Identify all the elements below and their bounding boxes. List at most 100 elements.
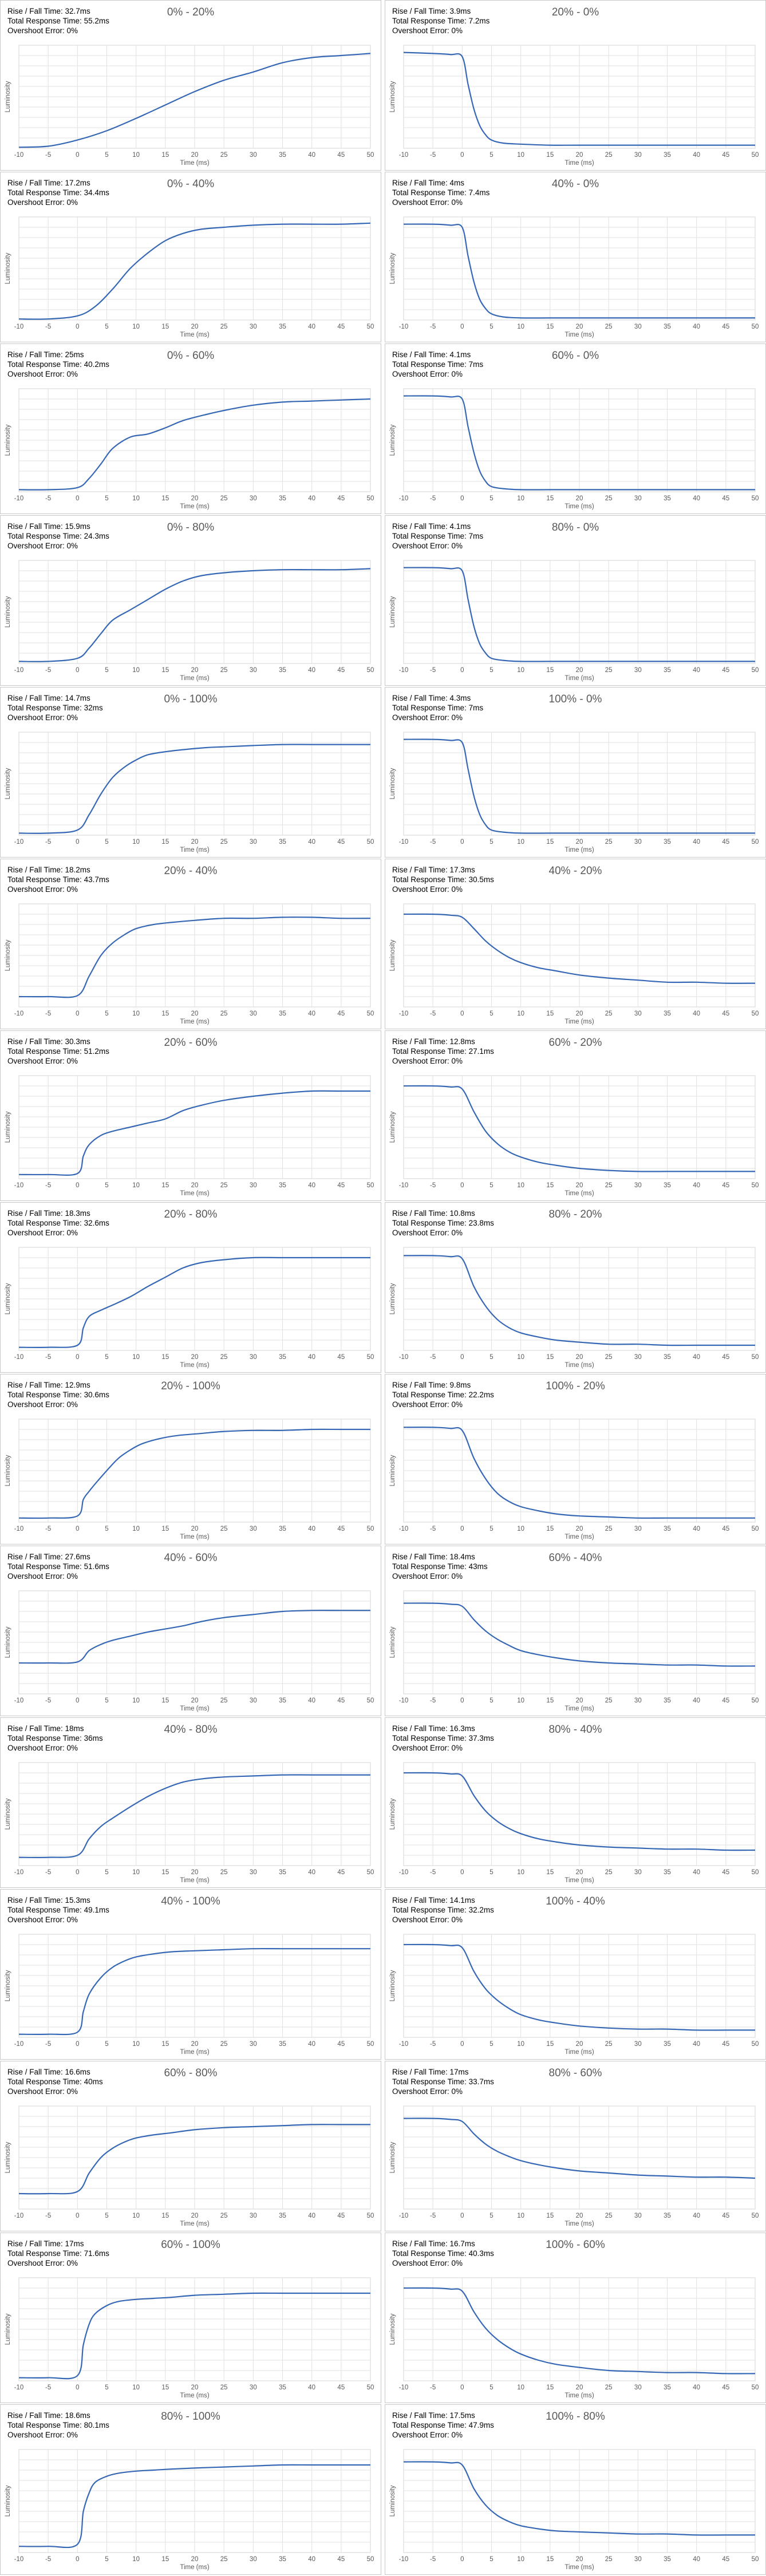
- x-axis-label: Time (ms): [180, 1190, 209, 1197]
- luminosity-line: [18, 2464, 370, 2549]
- x-tick-label: 25: [220, 495, 228, 502]
- overshoot-error-text: Overshoot Error: 0%: [392, 1915, 463, 1924]
- response-stats: Rise / Fall Time: 27.6ms Total Response T…: [7, 1552, 109, 1581]
- overshoot-error-text: Overshoot Error: 0%: [392, 2259, 463, 2267]
- x-tick-label: -10: [14, 152, 24, 159]
- y-axis-label: Luminosity: [5, 81, 11, 112]
- chart-title: 60% - 40%: [548, 1552, 602, 1564]
- response-stats: Rise / Fall Time: 16.3ms Total Response T…: [392, 1724, 494, 1753]
- x-tick-label: 5: [489, 839, 493, 846]
- x-tick-label: 0: [76, 2041, 79, 2048]
- x-axis-label: Time (ms): [180, 331, 209, 338]
- overshoot-error-text: Overshoot Error: 0%: [7, 542, 78, 550]
- plot-area: [403, 2449, 756, 2553]
- x-tick-label: 20: [576, 2384, 583, 2391]
- x-tick-label: 0: [76, 2212, 79, 2219]
- gridlines: [403, 1247, 756, 1351]
- x-tick-label: -10: [14, 1182, 24, 1189]
- x-tick-label: 15: [161, 2556, 169, 2563]
- chart-title: 60% - 80%: [164, 2067, 218, 2079]
- total-response-time-text: Total Response Time: 47.9ms: [392, 2421, 494, 2429]
- x-tick-label: -5: [45, 1869, 51, 1876]
- x-tick-label: 10: [517, 2556, 524, 2563]
- x-tick-label: 30: [634, 495, 642, 502]
- x-tick-label: 50: [752, 1010, 759, 1017]
- overshoot-error-text: Overshoot Error: 0%: [392, 1228, 463, 1237]
- x-tick-label: 45: [337, 1869, 345, 1876]
- chart-title: 100% - 20%: [546, 1380, 605, 1392]
- x-tick-label: -10: [14, 2384, 24, 2391]
- plot-area: [403, 560, 756, 664]
- x-tick-label: 25: [605, 1354, 613, 1361]
- chart-panel: 0% - 100% Rise / Fall Time: 14.7ms Total R…: [0, 687, 381, 858]
- x-tick-label: 40: [693, 2212, 700, 2219]
- x-tick-label: 25: [220, 1354, 228, 1361]
- x-tick-label: 5: [105, 2212, 108, 2219]
- luminosity-line: [18, 1428, 370, 1519]
- x-tick-label: 20: [191, 1869, 199, 1876]
- plot-area: [18, 388, 371, 492]
- x-tick-label: 15: [546, 667, 554, 674]
- x-tick-label: -5: [45, 667, 51, 674]
- line-chart: -10 -5 0 5 10 15 20 25 30 35 40 45 50 Time (ms) Lumino…: [5, 2105, 374, 2227]
- chart-panel: 80% - 100% Rise / Fall Time: 18.6ms Total …: [0, 2404, 381, 2575]
- y-axis-label: Luminosity: [389, 1626, 396, 1658]
- overshoot-error-text: Overshoot Error: 0%: [7, 2259, 78, 2267]
- x-tick-label: -5: [45, 2556, 51, 2563]
- x-tick-label: 25: [605, 2384, 613, 2391]
- x-tick-label: 40: [308, 152, 315, 159]
- x-tick-label: 45: [722, 667, 729, 674]
- x-tick-label: 50: [752, 1697, 759, 1704]
- y-axis-label: Luminosity: [5, 1798, 11, 1830]
- x-tick-label: 30: [250, 1354, 257, 1361]
- chart-panel: 20% - 80% Rise / Fall Time: 18.3ms Total R…: [0, 1202, 381, 1373]
- gridlines: [403, 1762, 756, 1866]
- x-tick-label: 45: [722, 839, 729, 846]
- x-tick-label: 30: [250, 667, 257, 674]
- x-tick-label: 25: [220, 152, 228, 159]
- x-tick-label: -10: [399, 839, 409, 846]
- plot-area: [403, 216, 756, 321]
- chart-panel: 80% - 60% Rise / Fall Time: 17ms Total Res…: [385, 2061, 766, 2231]
- x-tick-label: 40: [693, 1010, 700, 1017]
- plot-area: [18, 903, 371, 1008]
- x-tick-label: 35: [664, 1182, 671, 1189]
- x-axis-label: Time (ms): [564, 1362, 594, 1369]
- chart-title: 40% - 60%: [164, 1552, 218, 1564]
- x-tick-label: 45: [722, 2041, 729, 2048]
- gridlines: [18, 1590, 371, 1694]
- x-tick-label: 20: [191, 2212, 199, 2219]
- response-stats: Rise / Fall Time: 14.7ms Total Response T…: [7, 693, 103, 722]
- x-tick-label: 25: [605, 1182, 613, 1189]
- x-tick-label: 50: [367, 1526, 374, 1532]
- x-tick-label: 15: [161, 1010, 169, 1017]
- y-axis-label: Luminosity: [5, 596, 11, 627]
- x-tick-label: 35: [279, 1354, 286, 1361]
- x-tick-label: 50: [752, 323, 759, 330]
- x-tick-label: 25: [220, 1182, 228, 1189]
- response-stats: Rise / Fall Time: 3.9ms Total Response Ti…: [392, 6, 489, 35]
- plot-area: [403, 1247, 756, 1351]
- x-tick-label: 40: [693, 1526, 700, 1532]
- x-tick-label: 10: [132, 323, 140, 330]
- x-tick-label: 5: [105, 2384, 108, 2391]
- x-tick-label: 45: [337, 1010, 345, 1017]
- response-stats: Rise / Fall Time: 4.3ms Total Response Ti…: [392, 693, 483, 722]
- chart-panel: 100% - 40% Rise / Fall Time: 14.1ms Total …: [385, 1889, 766, 2060]
- x-tick-label: 50: [367, 495, 374, 502]
- x-tick-label: 0: [460, 1182, 464, 1189]
- chart-panel: 40% - 80% Rise / Fall Time: 18ms Total Res…: [0, 1717, 381, 1888]
- luminosity-line: [18, 568, 371, 662]
- x-axis-label: Time (ms): [564, 160, 594, 167]
- x-tick-label: 25: [605, 495, 613, 502]
- response-stats: Rise / Fall Time: 32.7ms Total Response T…: [7, 6, 109, 35]
- x-tick-label: -5: [430, 1526, 436, 1532]
- x-tick-label: 15: [161, 2384, 169, 2391]
- total-response-time-text: Total Response Time: 33.7ms: [392, 2077, 494, 2086]
- x-tick-label: 45: [722, 1354, 729, 1361]
- gridlines: [403, 2277, 756, 2381]
- x-tick-label: 5: [489, 1526, 493, 1532]
- x-tick-label: -5: [430, 1010, 436, 1017]
- plot-area: [18, 45, 371, 149]
- gridlines: [18, 45, 371, 149]
